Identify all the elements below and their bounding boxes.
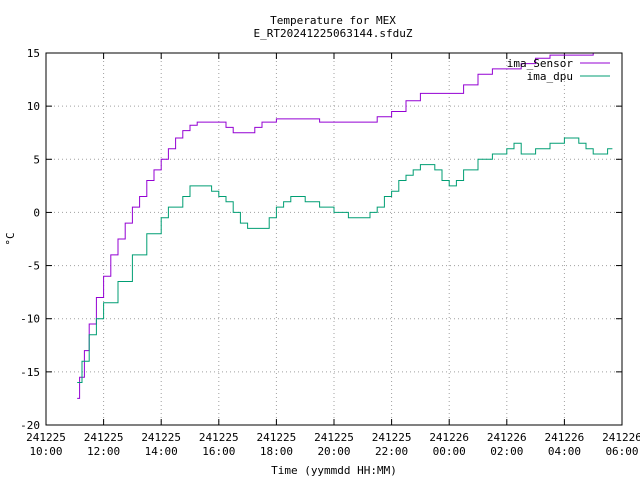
legend-label-ima-sensor: ima_Sensor — [507, 57, 574, 70]
x-tick-date-label: 241225 — [257, 431, 297, 444]
chart-subtitle: E_RT20241225063144.sfduZ — [254, 27, 413, 40]
x-tick-date-label: 241226 — [545, 431, 585, 444]
x-tick-time-label: 22:00 — [375, 445, 408, 458]
x-tick-time-label: 18:00 — [260, 445, 293, 458]
x-tick-time-label: 04:00 — [548, 445, 581, 458]
y-tick-label: 15 — [27, 47, 40, 60]
legend-label-ima-dpu: ima_dpu — [527, 70, 573, 83]
y-axis-label: °C — [4, 232, 17, 245]
y-tick-label: 10 — [27, 100, 40, 113]
x-tick-date-label: 241225 — [314, 431, 354, 444]
x-tick-time-label: 02:00 — [490, 445, 523, 458]
x-tick-time-label: 10:00 — [29, 445, 62, 458]
x-tick-date-label: 241226 — [487, 431, 527, 444]
x-tick-date-label: 241225 — [84, 431, 124, 444]
x-tick-time-label: 00:00 — [433, 445, 466, 458]
plot-frame — [45, 52, 623, 426]
x-tick-date-label: 241226 — [429, 431, 469, 444]
x-tick-date-label: 241225 — [26, 431, 66, 444]
x-tick-date-label: 241225 — [141, 431, 181, 444]
y-tick-label: -15 — [20, 366, 40, 379]
grid — [46, 53, 622, 425]
x-tick-time-label: 20:00 — [317, 445, 350, 458]
y-tick-label: 5 — [33, 153, 40, 166]
y-tick-label: -5 — [27, 260, 40, 273]
x-tick-time-label: 16:00 — [202, 445, 235, 458]
y-tick-label: -20 — [20, 419, 40, 432]
series-line-ima-dpu — [77, 137, 613, 383]
x-tick-time-label: 14:00 — [145, 445, 178, 458]
series-line-ima-sensor — [77, 53, 594, 399]
y-tick-label: -10 — [20, 313, 40, 326]
x-tick-date-label: 241226 — [602, 431, 640, 444]
x-tick-time-label: 12:00 — [87, 445, 120, 458]
x-tick-date-label: 241225 — [199, 431, 239, 444]
series-lines — [77, 53, 613, 399]
x-tick-time-label: 06:00 — [605, 445, 638, 458]
chart-title: Temperature for MEX — [270, 14, 396, 27]
axis-ticks: 151050-5-10-15-2024122510:0024122512:002… — [20, 47, 640, 458]
x-axis-label: Time (yymmdd HH:MM) — [271, 464, 397, 477]
legend: ima_Sensor ima_dpu — [507, 57, 610, 83]
y-tick-label: 0 — [33, 206, 40, 219]
x-tick-date-label: 241225 — [372, 431, 412, 444]
